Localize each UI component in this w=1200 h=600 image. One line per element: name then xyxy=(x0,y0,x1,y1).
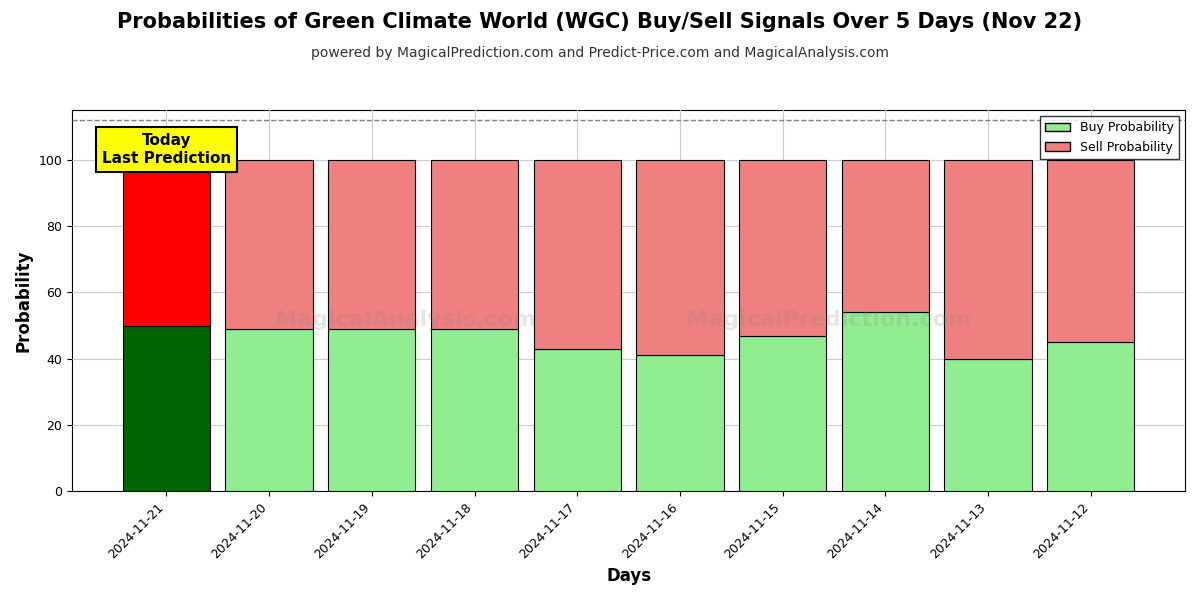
Bar xyxy=(328,160,415,329)
Text: powered by MagicalPrediction.com and Predict-Price.com and MagicalAnalysis.com: powered by MagicalPrediction.com and Pre… xyxy=(311,46,889,60)
Legend: Buy Probability, Sell Probability: Buy Probability, Sell Probability xyxy=(1040,116,1178,158)
Bar xyxy=(534,160,620,349)
Bar xyxy=(636,160,724,355)
Bar xyxy=(841,313,929,491)
Text: Probabilities of Green Climate World (WGC) Buy/Sell Signals Over 5 Days (Nov 22): Probabilities of Green Climate World (WG… xyxy=(118,12,1082,32)
Bar xyxy=(1048,160,1134,342)
Text: MagicalPrediction.com: MagicalPrediction.com xyxy=(686,310,972,330)
Bar xyxy=(739,160,827,335)
Bar xyxy=(226,329,313,491)
Bar xyxy=(944,359,1032,491)
Bar xyxy=(841,160,929,313)
Bar xyxy=(534,349,620,491)
Text: Today
Last Prediction: Today Last Prediction xyxy=(102,133,232,166)
X-axis label: Days: Days xyxy=(606,567,652,585)
Y-axis label: Probability: Probability xyxy=(16,250,34,352)
Bar xyxy=(739,335,827,491)
Bar xyxy=(226,160,313,329)
Bar xyxy=(431,160,518,329)
Bar xyxy=(122,160,210,326)
Text: MagicalAnalysis.com: MagicalAnalysis.com xyxy=(276,310,536,330)
Bar xyxy=(122,326,210,491)
Bar xyxy=(1048,342,1134,491)
Bar xyxy=(636,355,724,491)
Bar xyxy=(328,329,415,491)
Bar xyxy=(431,329,518,491)
Bar xyxy=(944,160,1032,359)
